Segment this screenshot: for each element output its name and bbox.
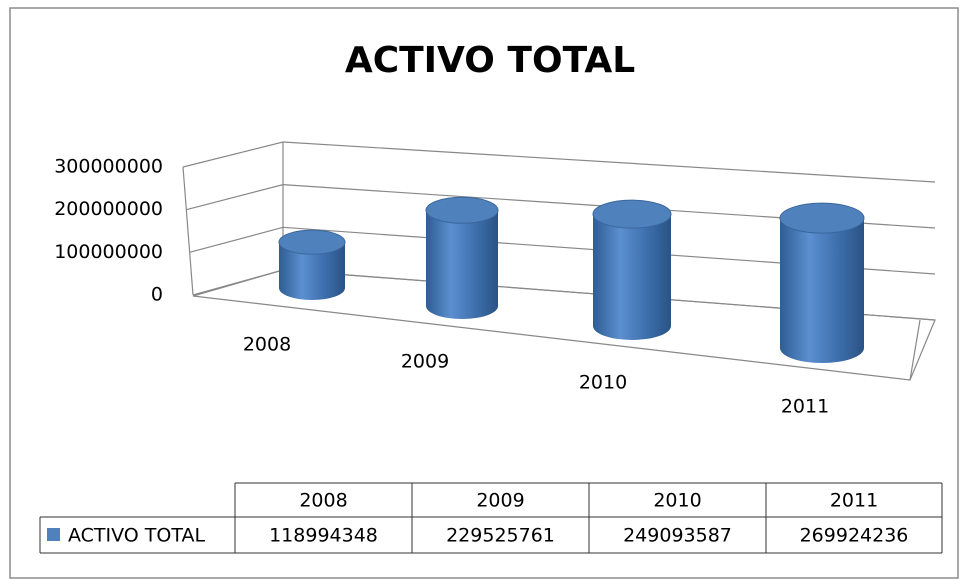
table-header: 2008 [299,490,347,512]
table-value: 249093587 [623,525,732,547]
plot-marks: 2008 2009 2010 2011 [243,196,865,418]
y-tick-label: 100000000 [54,241,163,263]
x-tick-label: 2008 [243,334,291,356]
table-value: 229525761 [446,525,555,547]
y-tick-label: 0 [151,284,163,306]
plot-walls: 0 100000000 200000000 300000000 [54,141,936,381]
y-tick-label: 200000000 [54,198,163,220]
cylinder-bar [593,214,671,340]
x-tick-label: 2009 [401,351,449,373]
table-header: 2011 [830,490,878,512]
x-tick-label: 2011 [781,396,829,418]
cylinder-top [592,199,672,229]
cylinder-bar [780,218,864,363]
legend-key [47,528,60,541]
table-header: 2009 [476,490,524,512]
table-value: 269924236 [800,525,909,547]
grid-line [186,184,936,229]
chart-title: ACTIVO TOTAL [345,40,635,81]
cylinder-bar [426,210,498,319]
data-table: ACTIVO TOTAL 2008 118994348 2009 229525761 20… [39,482,943,554]
grid-line [182,141,936,183]
table-value: 118994348 [269,525,378,547]
side-wall-edge [182,166,194,296]
floor-front-right [909,319,921,381]
cylinder-top [425,196,499,224]
table-header: 2010 [653,490,701,512]
cylinder-top [779,202,865,234]
y-tick-label: 300000000 [54,156,163,178]
cylinder-top [278,229,346,255]
x-tick-label: 2010 [579,372,627,394]
legend-label: ACTIVO TOTAL [68,525,205,547]
cylinder-bar [279,242,345,300]
grid-line [189,226,936,275]
